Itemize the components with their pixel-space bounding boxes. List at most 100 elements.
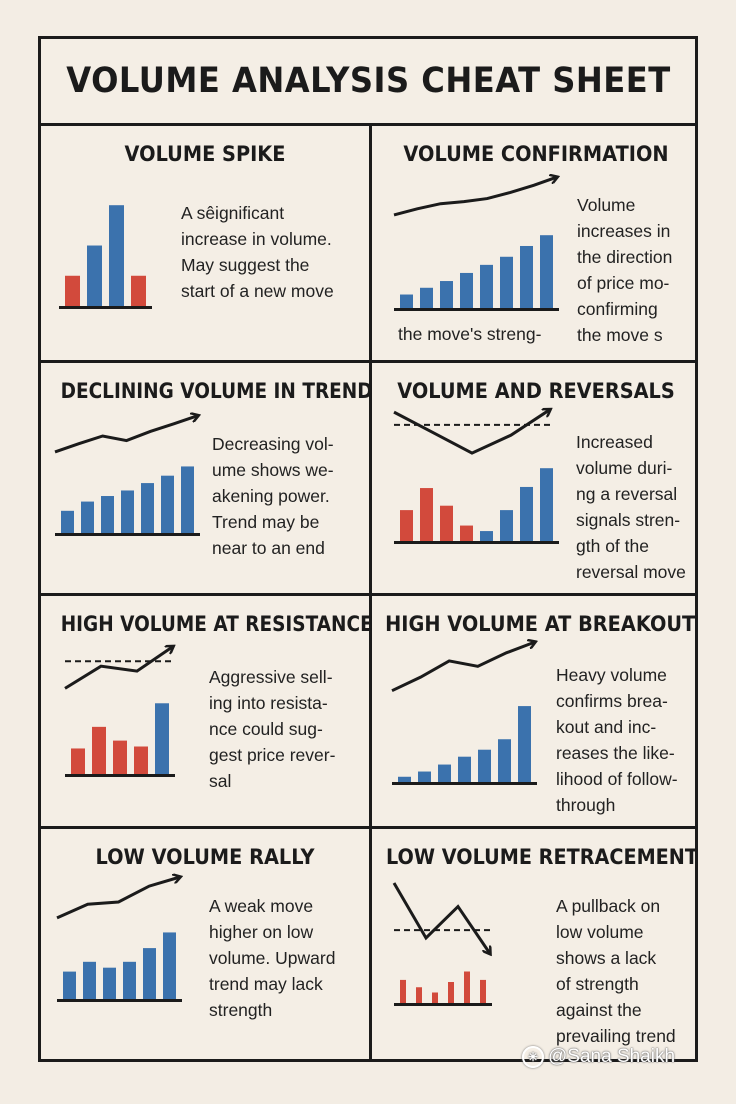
- volume-bar: [141, 483, 154, 533]
- caption-line: the move's streng-: [398, 324, 542, 344]
- description-line: higher on low: [209, 922, 314, 942]
- price-line: [54, 416, 198, 454]
- description-line: nce could sug-: [209, 719, 323, 739]
- description-line: ing into resista-: [209, 693, 328, 713]
- volume-bar: [400, 510, 413, 541]
- description-line: Increased: [576, 432, 653, 452]
- volume-bar: [131, 275, 146, 306]
- chart-volume-spike: [59, 205, 152, 309]
- volume-bar: [163, 932, 176, 999]
- description-line: reversal move: [576, 562, 686, 582]
- description-line: prevailing trend: [556, 1026, 676, 1046]
- price-line: [391, 642, 535, 693]
- volume-bar: [123, 961, 136, 999]
- panel-description: Decreasing vol-ume shows we-akening powe…: [212, 431, 334, 561]
- description-line: A sêignificant: [181, 203, 285, 223]
- panel-resistance: HIGH VOLUME AT RESISTANCE Aggressive sel…: [41, 596, 373, 826]
- volume-bar: [81, 501, 94, 533]
- volume-bar: [464, 971, 470, 1003]
- cheat-sheet-frame: VOLUME ANALYSIS CHEAT SHEET VOLUME SPIKE…: [38, 36, 698, 1062]
- description-line: confirming: [577, 299, 658, 319]
- grid-divider-row-2: [41, 593, 695, 596]
- chart-volume-confirmation: [393, 172, 569, 311]
- volume-bar: [109, 205, 124, 306]
- description-line: start of a new move: [181, 281, 334, 301]
- description-line: signals stren-: [576, 510, 681, 530]
- panel-title: LOW VOLUME RETRACEMENT: [385, 845, 698, 869]
- panel-description: Volume increases in the direction of price …: [577, 192, 672, 348]
- watermark-logo-icon: ✳: [522, 1046, 544, 1068]
- chart-volume-reversals: [393, 405, 559, 544]
- volume-bar: [520, 245, 533, 308]
- description-line: gest price rever-: [209, 745, 336, 765]
- panel-description: Aggressive sell-ing into resista-nce cou…: [209, 664, 335, 794]
- panel-volume-confirmation: VOLUME CONFIRMATION Volume increases in th…: [372, 126, 700, 360]
- volume-bar: [121, 490, 134, 533]
- volume-bar: [540, 235, 553, 308]
- description-line: akening power.: [212, 486, 330, 506]
- volume-bar: [440, 505, 453, 541]
- description-line: increases in: [577, 221, 671, 241]
- description-line: ume shows we-: [212, 460, 334, 480]
- description-line: sal: [209, 771, 232, 791]
- volume-bar: [161, 475, 174, 533]
- description-line: ng a reversal: [576, 484, 678, 504]
- title-banner: VOLUME ANALYSIS CHEAT SHEET: [41, 39, 695, 126]
- panel-title: LOW VOLUME RALLY: [95, 845, 315, 869]
- panel-description: A pullback on low volume shows a lack of st…: [556, 893, 676, 1049]
- description-line: volume. Upward: [209, 948, 336, 968]
- volume-bar: [460, 272, 473, 308]
- volume-bar: [71, 748, 85, 774]
- panel-caption: the move's streng-: [398, 321, 541, 347]
- description-line: kout and inc-: [556, 717, 657, 737]
- description-line: Decreasing vol-: [212, 434, 334, 454]
- volume-bar: [113, 740, 127, 774]
- description-line: A weak move: [209, 896, 314, 916]
- description-line: shows a lack: [556, 948, 657, 968]
- description-line: May suggest the: [181, 255, 310, 275]
- description-line: strength: [209, 1000, 273, 1020]
- page-title: VOLUME ANALYSIS CHEAT SHEET: [65, 61, 671, 101]
- description-line: Heavy volume: [556, 665, 667, 685]
- chart-low-volume-rally: [56, 875, 217, 1002]
- volume-bar: [458, 756, 471, 782]
- panel-description: Heavy volume confirms brea-kout and inc-r…: [556, 662, 678, 818]
- description-line: confirms brea-: [556, 691, 668, 711]
- volume-bar: [65, 275, 80, 306]
- price-line: [393, 410, 550, 455]
- panel-grid: VOLUME SPIKE A sêignificant increase in v…: [41, 126, 698, 1059]
- description-line: the move s: [577, 325, 663, 345]
- grid-divider-row-1: [41, 360, 695, 363]
- volume-bar: [61, 510, 74, 533]
- volume-bar: [103, 967, 116, 999]
- panel-title: VOLUME SPIKE: [124, 142, 286, 166]
- volume-bar: [92, 726, 106, 774]
- volume-bar: [480, 979, 486, 1003]
- panel-volume-reversals: VOLUME AND REVERSALS Increased volume dur…: [372, 363, 700, 593]
- volume-bar: [63, 971, 76, 999]
- panel-description: A weak move higher on low volume. Upward tr…: [209, 893, 335, 1023]
- volume-bar: [500, 256, 513, 308]
- panel-description: A sêignificant increase in volume. May sug…: [181, 200, 334, 304]
- description-line: through: [556, 795, 616, 815]
- panel-title: VOLUME AND REVERSALS: [397, 379, 675, 403]
- panel-description: Increased volume duri-ng a reversal signal…: [576, 429, 686, 585]
- watermark-text: @Sana Shaikh: [548, 1046, 676, 1067]
- panel-low-volume-retracement: LOW VOLUME RETRACEMENT A pullback on low …: [372, 829, 700, 1059]
- description-line: volume duri-: [576, 458, 673, 478]
- grid-divider-vertical: [369, 126, 372, 1059]
- description-line: low volume: [556, 922, 644, 942]
- volume-bar: [87, 245, 102, 306]
- volume-bar: [518, 706, 531, 782]
- watermark: ✳ @Sana Shaikh: [522, 1046, 675, 1068]
- description-line: near to an end: [212, 538, 325, 558]
- volume-bar: [500, 510, 513, 541]
- grid-divider-row-3: [41, 826, 695, 829]
- volume-bar: [480, 264, 493, 308]
- panel-title: HIGH VOLUME AT BREAKOUT: [385, 612, 696, 636]
- description-line: A pullback on: [556, 896, 661, 916]
- volume-bar: [400, 979, 406, 1003]
- panel-declining-volume: DECLINING VOLUME IN TREND Decreasing vol…: [41, 363, 373, 593]
- description-line: Trend may be: [212, 512, 320, 532]
- description-line: Aggressive sell-: [209, 667, 333, 687]
